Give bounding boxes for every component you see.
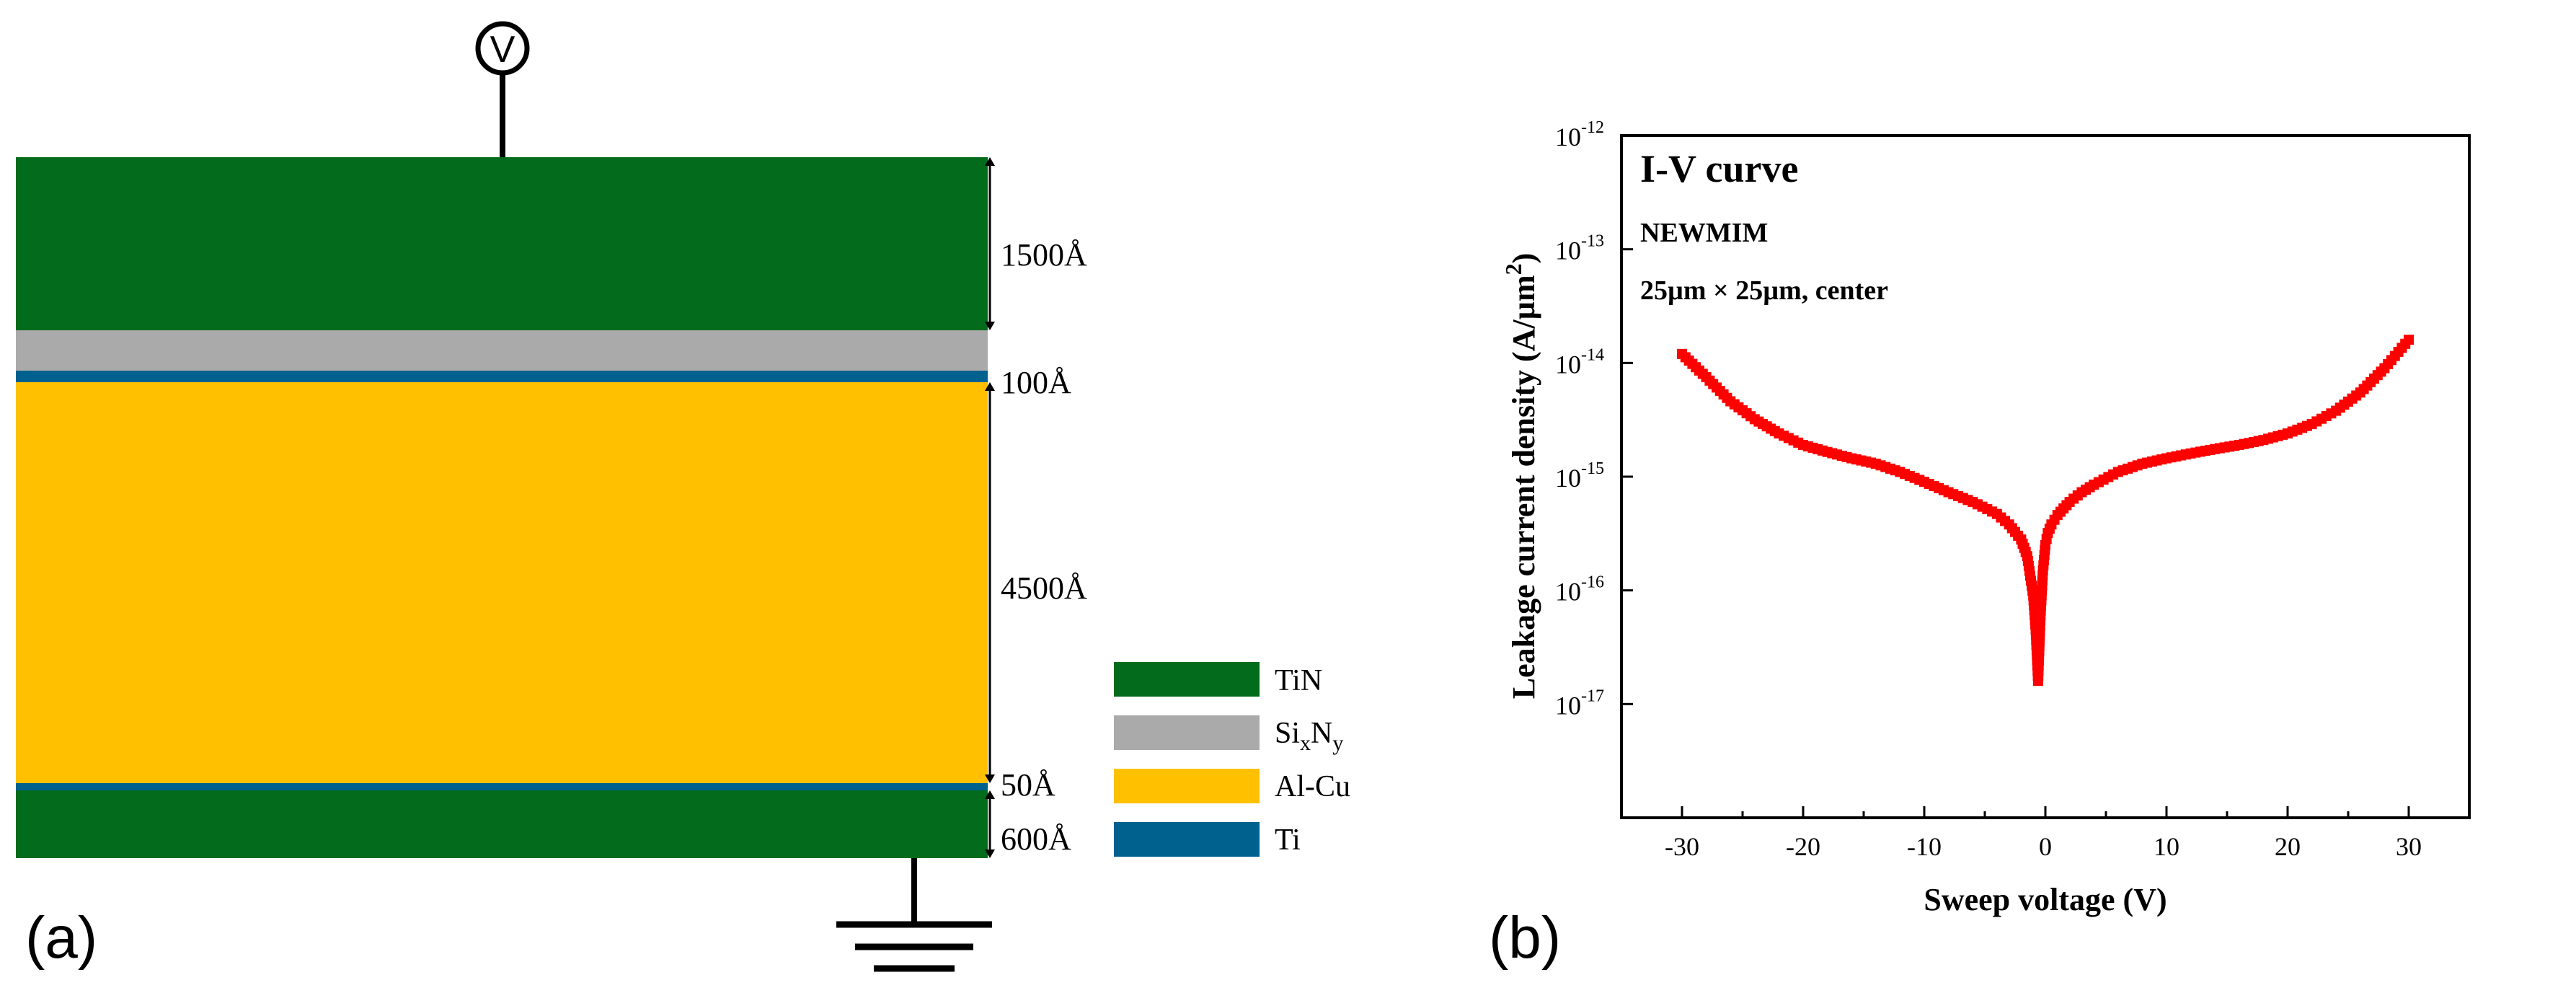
y-tick-label: 10-12: [1555, 118, 1604, 151]
x-tick-label: 30: [2396, 832, 2422, 861]
ground-icon: [836, 921, 992, 972]
dimension-arrows: [985, 157, 995, 858]
panel-a: V 1500Å 100Å 4500Å: [16, 21, 1350, 972]
x-tick-label: -10: [1907, 832, 1942, 861]
legend-swatch-ti: [1114, 822, 1260, 857]
y-tick-label: 10-16: [1555, 573, 1604, 606]
chart-annotation: NEWMIM: [1640, 218, 1768, 248]
thickness-label: 600Å: [1001, 821, 1071, 857]
panel-label-a: (a): [25, 905, 97, 971]
thickness-label: 1500Å: [1001, 237, 1087, 273]
thickness-label: 4500Å: [1001, 570, 1087, 606]
x-tick-label: -20: [1786, 832, 1820, 861]
x-axis: -30 -20 -10 0 10 20 30: [1620, 806, 2471, 861]
x-tick-label: 0: [2039, 832, 2052, 861]
layer-alcu: [16, 382, 988, 783]
layer-ti-top: [16, 371, 988, 382]
y-tick-label: 10-14: [1555, 345, 1604, 379]
data-series: [1677, 335, 2414, 687]
legend-label-ti: Ti: [1275, 824, 1301, 857]
chart-annotation: 25µm × 25µm, center: [1640, 275, 1888, 306]
voltage-source-symbol: V: [490, 29, 515, 71]
layer-tin-bottom: [16, 790, 988, 858]
chart-title: I-V curve: [1640, 147, 1798, 190]
layer-tin-top: [16, 157, 988, 330]
y-tick-label: 10-15: [1555, 459, 1604, 493]
y-tick-label: 10-13: [1555, 232, 1604, 265]
data-point: [2404, 335, 2414, 345]
legend-swatch-tin: [1114, 662, 1260, 697]
legend-swatch-sixny: [1114, 715, 1260, 750]
legend-label-sixny: SixNy: [1275, 717, 1343, 755]
layer-ti-bottom: [16, 783, 988, 790]
series-line: [1681, 339, 2410, 681]
legend-label-alcu: Al-Cu: [1275, 770, 1350, 803]
panel-b: -30 -20 -10 0 10 20 30 10-1710-1610-1510-1410-…: [1489, 118, 2471, 971]
y-tick-label: 10-17: [1555, 687, 1604, 720]
layer-sixny: [16, 330, 988, 371]
material-legend: TiN SixNy Al-Cu Ti: [1114, 662, 1350, 857]
legend-label-tin: TiN: [1275, 664, 1322, 697]
y-axis-label: Leakage current density (A/µm2): [1500, 253, 1541, 699]
thickness-label: 100Å: [1001, 365, 1071, 400]
x-tick-label: -30: [1665, 832, 1699, 861]
thickness-label: 50Å: [1001, 767, 1055, 803]
legend-swatch-alcu: [1114, 769, 1260, 803]
y-axis: 10-17 10-16 10-15 10-14 10-13 10-12: [1555, 118, 1633, 720]
panel-label-b: (b): [1489, 905, 1561, 971]
x-tick-label: 20: [2275, 832, 2301, 861]
x-axis-label: Sweep voltage (V): [1924, 882, 2166, 917]
x-tick-label: 10: [2154, 832, 2179, 861]
